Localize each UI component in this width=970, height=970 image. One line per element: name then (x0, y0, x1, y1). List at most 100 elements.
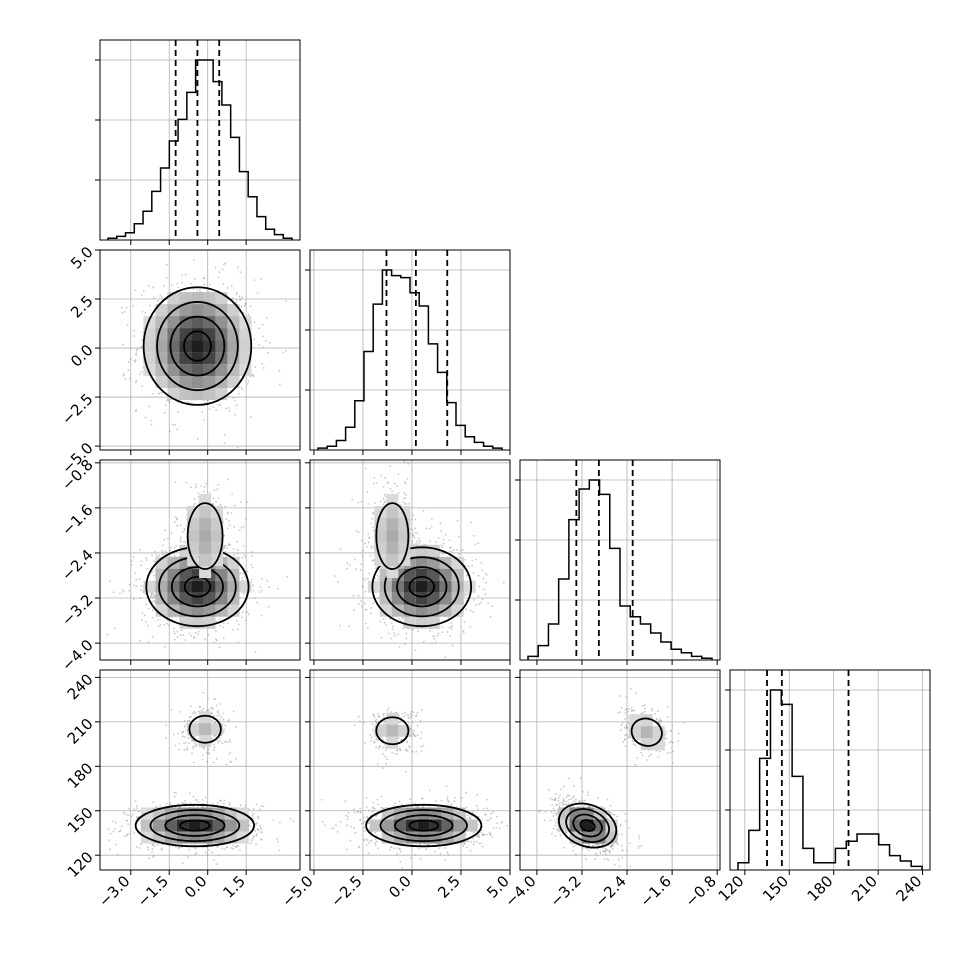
scatter-point (375, 567, 377, 570)
scatter-point (239, 271, 242, 274)
scatter-point (251, 837, 254, 840)
panel-frame (99, 459, 301, 661)
scatter-point (123, 373, 126, 376)
scatter-point (135, 804, 138, 807)
scatter-point (160, 847, 163, 850)
scatter-point (172, 423, 175, 426)
scatter-point (442, 542, 445, 545)
contour-line (375, 502, 410, 570)
scatter-point (213, 749, 215, 752)
scatter-point (382, 497, 385, 500)
scatter-point (176, 524, 178, 527)
scatter-point (195, 798, 198, 801)
scatter-point (174, 423, 177, 426)
density-cell (155, 580, 168, 593)
scatter-point (360, 500, 363, 503)
scatter-point (256, 601, 259, 604)
scatter-point (107, 828, 110, 830)
scatter-point (140, 585, 143, 587)
scatter-point (217, 741, 220, 744)
scatter-point (202, 754, 204, 757)
scatter-point (193, 844, 196, 846)
scatter-point (200, 709, 203, 711)
scatter-point (377, 578, 379, 581)
scatter-point (414, 649, 417, 652)
scatter-point (243, 305, 246, 307)
scatter-point (492, 811, 494, 813)
scatter-point (463, 558, 466, 561)
scatter-point (124, 377, 127, 380)
scatter-point (388, 454, 390, 456)
scatter-point (466, 663, 468, 665)
scatter-point (371, 517, 374, 520)
scatter-point (215, 639, 218, 642)
scatter-point (222, 637, 225, 639)
scatter-point (230, 760, 233, 763)
contour-line (169, 315, 226, 377)
scatter-point (462, 631, 465, 634)
scatter-point (236, 628, 239, 631)
tick-label-y: −2.5 (58, 390, 96, 428)
scatter-point (165, 724, 168, 727)
scatter-point (239, 299, 242, 301)
scatter-point (192, 761, 195, 764)
density-cell (386, 506, 399, 519)
scatter-point (147, 641, 150, 644)
scatter-point (180, 541, 182, 543)
scatter-point (379, 474, 382, 477)
scatter-point (437, 537, 440, 540)
scatter-point (232, 847, 234, 850)
scatter-point (130, 815, 133, 818)
scatter-point (441, 546, 444, 549)
density-cell (143, 328, 156, 341)
scatter-point (216, 739, 219, 742)
density-cell (215, 580, 228, 593)
scatter-point (485, 581, 487, 584)
scatter-point (367, 502, 369, 505)
scatter-point (339, 821, 342, 823)
scatter-point (474, 543, 477, 546)
scatter-point (189, 736, 191, 739)
scatter-point (140, 619, 143, 622)
scatter-point (152, 574, 155, 577)
scatter-point (227, 407, 230, 409)
scatter-point (477, 595, 480, 597)
scatter-point (201, 758, 204, 761)
scatter-point (369, 612, 372, 614)
scatter-point (348, 625, 351, 628)
scatter-point (490, 812, 493, 815)
scatter-point (434, 541, 437, 544)
scatter-point (138, 578, 141, 581)
scatter-point (380, 636, 383, 639)
scatter-point (189, 802, 192, 805)
scatter-point (144, 416, 147, 419)
scatter-point (159, 624, 162, 626)
scatter-point (190, 705, 192, 708)
scatter-point (206, 854, 209, 857)
scatter-point (194, 742, 196, 744)
scatter-point (407, 503, 410, 505)
scatter-point (258, 344, 261, 347)
contour-line (183, 330, 212, 362)
scatter-point (106, 633, 109, 636)
density-cell (203, 388, 216, 401)
density-cell (239, 352, 252, 365)
scatter-point (229, 544, 231, 546)
scatter-point (380, 500, 382, 503)
scatter-point (133, 329, 136, 332)
scatter-point (440, 544, 443, 547)
scatter-point (397, 492, 400, 495)
scatter-point (471, 565, 474, 567)
scatter-point (268, 586, 271, 589)
scatter-point (187, 856, 190, 859)
scatter-point (139, 639, 142, 642)
scatter-point (120, 306, 123, 309)
scatter-point (246, 611, 249, 613)
scatter-point (236, 549, 239, 551)
scatter-point (482, 588, 485, 591)
scatter-point (406, 477, 409, 480)
scatter-point (129, 377, 131, 380)
scatter-point (173, 632, 176, 635)
density-layer (106, 478, 289, 653)
scatter-point (135, 807, 138, 810)
